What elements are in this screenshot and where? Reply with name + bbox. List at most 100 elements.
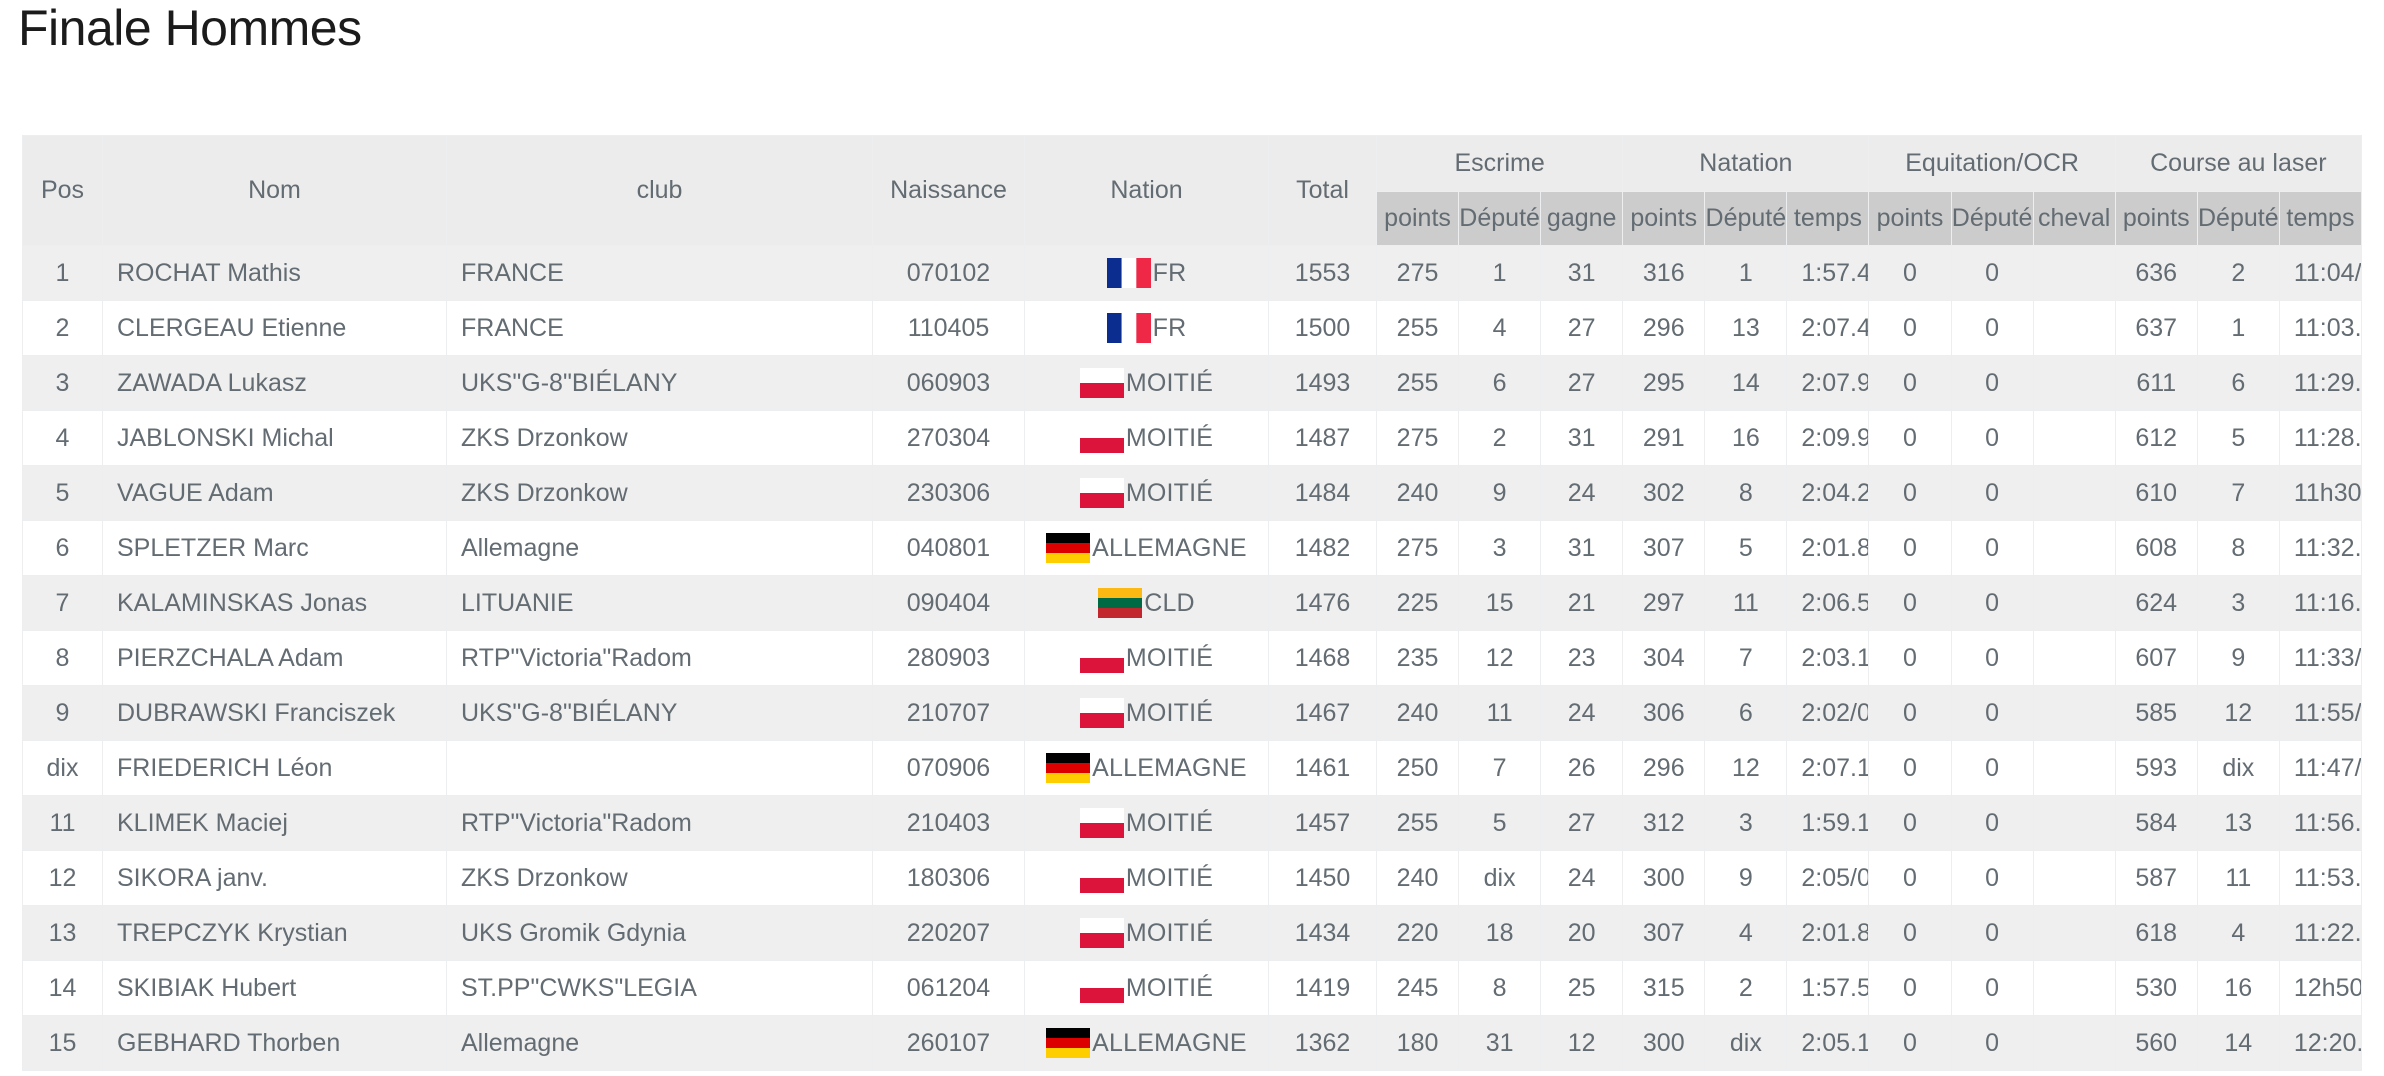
cell-pos: 7 (22, 575, 103, 631)
cell-natation-points: 291 (1622, 410, 1706, 466)
table-row[interactable]: 9 DUBRAWSKI Franciszek UKS"G-8"BIÉLANY 2107… (22, 685, 2363, 741)
cell-laser-temps: 11h30.70 (2278, 465, 2363, 521)
table-row[interactable]: 4 JABLONSKI Michal ZKS Drzonkow 270304 MOITI… (22, 410, 2363, 466)
cell-nom: FRIEDERICH Léon (102, 740, 447, 796)
col-header-equitation-points[interactable]: points (1868, 191, 1952, 246)
col-header-laser-depute[interactable]: Député (2196, 191, 2280, 246)
nation-cell: MOITIÉ (1039, 467, 1254, 520)
cell-nom: JABLONSKI Michal (102, 410, 447, 466)
cell-escrime-points: 240 (1375, 465, 1460, 521)
cell-equitation-cheval (2032, 905, 2116, 961)
cell-laser-points: 611 (2114, 355, 2198, 411)
flag-icon-fr (1106, 258, 1151, 288)
cell-equitation-points: 0 (1868, 740, 1952, 796)
cell-natation-points: 302 (1622, 465, 1706, 521)
cell-nom: CLERGEAU Etienne (102, 300, 447, 356)
cell-natation-depute: 6 (1704, 685, 1788, 741)
cell-nation: FR (1024, 300, 1269, 356)
col-header-natation-temps[interactable]: temps (1786, 191, 1870, 246)
table-row[interactable]: 14 SKIBIAK Hubert ST.PP"CWKS"LEGIA 061204 MO… (22, 960, 2363, 1016)
cell-natation-depute: 12 (1704, 740, 1788, 796)
cell-natation-points: 304 (1622, 630, 1706, 686)
table-row[interactable]: 1 ROCHAT Mathis FRANCE 070102 FR 1553 275 1 31 31… (22, 245, 2363, 301)
cell-club: Allemagne (446, 1015, 873, 1071)
cell-natation-temps: 1:59.12 (1786, 795, 1870, 851)
cell-equitation-cheval (2032, 630, 2116, 686)
cell-equitation-cheval (2032, 850, 2116, 906)
cell-club: UKS"G-8"BIÉLANY (446, 685, 873, 741)
cell-escrime-depute: 5 (1458, 795, 1542, 851)
table-row[interactable]: 11 KLIMEK Maciej RTP"Victoria"Radom 210403 M… (22, 795, 2363, 851)
nation-cell: ALLEMAGNE (1039, 1017, 1254, 1070)
cell-natation-points: 307 (1622, 905, 1706, 961)
col-header-club[interactable]: club (446, 135, 873, 246)
cell-nation: MOITIÉ (1024, 960, 1269, 1016)
cell-laser-points: 610 (2114, 465, 2198, 521)
table-row[interactable]: 5 VAGUE Adam ZKS Drzonkow 230306 MOITIÉ 1484 2… (22, 465, 2363, 521)
cell-laser-depute: 1 (2196, 300, 2280, 356)
cell-total: 1467 (1268, 685, 1377, 741)
cell-nom: ROCHAT Mathis (102, 245, 447, 301)
cell-natation-temps: 2:02/03 (1786, 685, 1870, 741)
table-row[interactable]: 6 SPLETZER Marc Allemagne 040801 ALLEMAGNE 14… (22, 520, 2363, 576)
table-row[interactable]: 15 GEBHARD Thorben Allemagne 260107 ALLEMAGN… (22, 1015, 2363, 1071)
cell-natation-points: 312 (1622, 795, 1706, 851)
cell-total: 1553 (1268, 245, 1377, 301)
cell-equitation-cheval (2032, 465, 2116, 521)
cell-nom: KALAMINSKAS Jonas (102, 575, 447, 631)
col-header-nation[interactable]: Nation (1024, 135, 1269, 246)
col-header-total[interactable]: Total (1268, 135, 1377, 246)
flag-icon-pl (1079, 808, 1124, 838)
table-header-group-row: Pos Nom club Naissance Nation Total Escr… (22, 135, 2363, 246)
table-row[interactable]: 12 SIKORA janv. ZKS Drzonkow 180306 MOITIÉ 14… (22, 850, 2363, 906)
col-group-course-au-laser: Course au laser (2114, 135, 2363, 192)
col-header-escrime-gagne[interactable]: gagne (1540, 191, 1624, 246)
cell-natation-depute: 8 (1704, 465, 1788, 521)
cell-equitation-points: 0 (1868, 850, 1952, 906)
cell-natation-points: 306 (1622, 685, 1706, 741)
cell-naissance: 210707 (872, 685, 1025, 741)
flag-icon-lt (1098, 588, 1143, 618)
col-header-nom[interactable]: Nom (102, 135, 447, 246)
cell-club: ZKS Drzonkow (446, 850, 873, 906)
col-header-laser-temps[interactable]: temps (2278, 191, 2363, 246)
cell-natation-temps: 2:06.50 (1786, 575, 1870, 631)
cell-equitation-cheval (2032, 245, 2116, 301)
table-row[interactable]: 7 KALAMINSKAS Jonas LITUANIE 090404 CLD 1476 2… (22, 575, 2363, 631)
cell-natation-points: 296 (1622, 300, 1706, 356)
cell-laser-temps: 11:55/06 (2278, 685, 2363, 741)
col-header-natation-depute[interactable]: Député (1704, 191, 1788, 246)
cell-natation-points: 315 (1622, 960, 1706, 1016)
nation-cell: ALLEMAGNE (1039, 742, 1254, 795)
nation-cell: CLD (1039, 577, 1254, 630)
cell-laser-depute: 2 (2196, 245, 2280, 301)
table-row[interactable]: 2 CLERGEAU Etienne FRANCE 110405 FR 1500 255 4 2… (22, 300, 2363, 356)
col-header-escrime-points[interactable]: points (1375, 191, 1460, 246)
cell-naissance: 280903 (872, 630, 1025, 686)
col-header-natation-points[interactable]: points (1622, 191, 1706, 246)
col-header-equitation-cheval[interactable]: cheval (2032, 191, 2116, 246)
cell-natation-points: 300 (1622, 850, 1706, 906)
cell-nom: SKIBIAK Hubert (102, 960, 447, 1016)
flag-icon-fr (1106, 313, 1151, 343)
nation-cell: MOITIÉ (1039, 357, 1254, 410)
cell-escrime-gagne: 26 (1540, 740, 1624, 796)
flag-icon-pl (1079, 698, 1124, 728)
table-row[interactable]: 8 PIERZCHALA Adam RTP"Victoria"Radom 280903… (22, 630, 2363, 686)
cell-naissance: 040801 (872, 520, 1025, 576)
table-row[interactable]: dix FRIEDERICH Léon 070906 ALLEMAGNE 1461 250… (22, 740, 2363, 796)
cell-natation-depute: 11 (1704, 575, 1788, 631)
table-subheader-row: points Député gagne points Député temps … (23, 191, 2363, 246)
nation-cell: ALLEMAGNE (1039, 522, 1254, 575)
table-row[interactable]: 3 ZAWADA Lukasz UKS"G-8"BIÉLANY 060903 MOITI… (22, 355, 2363, 411)
col-header-naissance[interactable]: Naissance (872, 135, 1025, 246)
cell-escrime-depute: 11 (1458, 685, 1542, 741)
col-header-pos[interactable]: Pos (22, 135, 103, 246)
cell-equitation-cheval (2032, 960, 2116, 1016)
col-header-escrime-depute[interactable]: Député (1458, 191, 1542, 246)
col-header-laser-points[interactable]: points (2114, 191, 2198, 246)
cell-natation-temps: 1:57.40 (1786, 245, 1870, 301)
cell-laser-points: 530 (2114, 960, 2198, 1016)
table-row[interactable]: 13 TREPCZYK Krystian UKS Gromik Gdynia 2202… (22, 905, 2363, 961)
col-header-equitation-depute[interactable]: Député (1950, 191, 2034, 246)
